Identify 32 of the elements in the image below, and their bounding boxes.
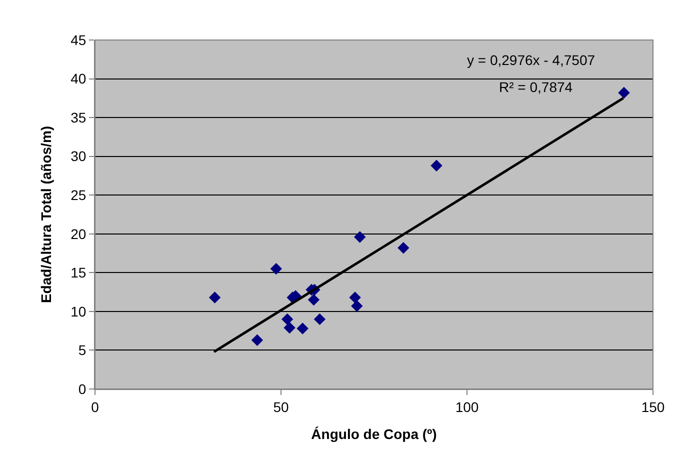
point [281,313,294,326]
y-tick-label: 10 [70,303,86,320]
x-tick-label: 100 [455,398,479,415]
point [270,262,282,275]
y-tick-label: 30 [70,148,86,164]
y-tick-label: 45 [70,32,86,48]
x-tick-label: 50 [273,398,289,415]
point [349,292,361,304]
y-tick-label: 15 [70,264,86,281]
y-tick-label: 20 [70,226,86,242]
x-tick-label: 150 [641,398,665,415]
point [308,294,320,306]
y-tick-label: 35 [70,109,86,126]
y-axis-title: Edad/Altura Total (años/m) [38,126,54,304]
annotation: y = 0,2976x - 4,7507 [467,52,596,68]
annotation: R² = 0,7874 [499,79,573,95]
y-tick-label: 0 [78,380,86,397]
y-tick-label: 25 [70,187,86,204]
y-tick-label: 40 [70,70,86,87]
point [251,334,264,346]
point [296,322,308,334]
point [430,160,442,172]
y-tick-label: 5 [78,342,86,358]
point [351,300,363,312]
point [398,242,410,254]
x-axis-title: Ángulo de Copa (º) [311,426,437,442]
point [284,322,296,334]
point [354,231,366,243]
point [618,86,630,99]
x-tick-label: 0 [91,398,100,415]
point [314,313,326,326]
point [208,292,221,304]
